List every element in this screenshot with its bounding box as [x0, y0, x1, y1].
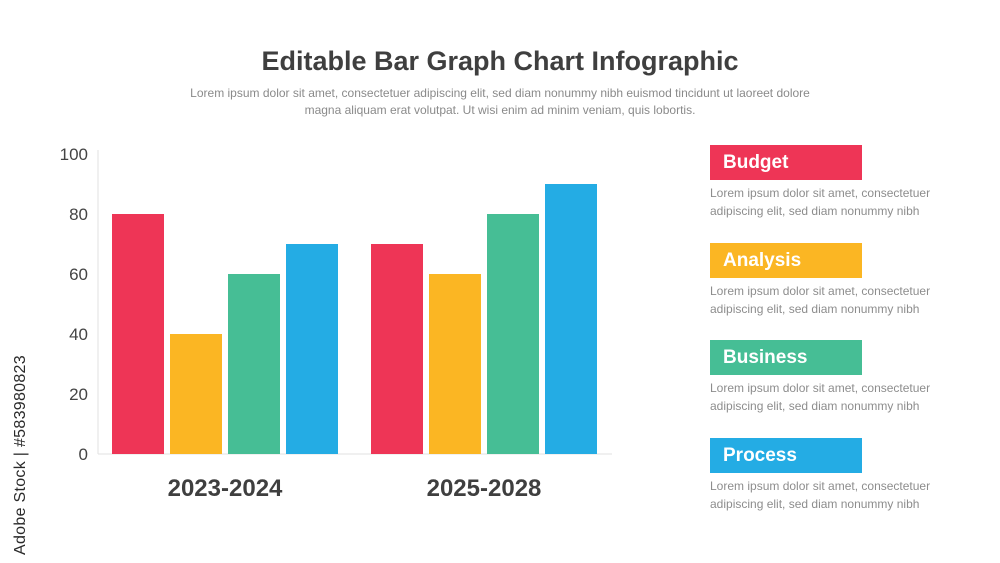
legend-description: Lorem ipsum dolor sit amet, consectetuer…	[710, 381, 931, 413]
y-axis: 0 20 40 60 80 100	[60, 145, 612, 464]
bar-analysis-2025-2028	[429, 274, 481, 454]
chart-title: Editable Bar Graph Chart Infographic	[261, 46, 739, 76]
legend-description: Lorem ipsum dolor sit amet, consectetuer…	[710, 284, 931, 316]
y-tick-label: 100	[60, 145, 88, 164]
bar-process-2025-2028	[545, 184, 597, 454]
bar-budget-2023-2024	[112, 214, 164, 454]
legend-item-business: Business Lorem ipsum dolor sit amet, con…	[710, 340, 960, 415]
y-tick-label: 0	[79, 445, 88, 464]
bar-analysis-2023-2024	[170, 334, 222, 454]
legend-item-process: Process Lorem ipsum dolor sit amet, cons…	[710, 438, 960, 513]
legend-description: Lorem ipsum dolor sit amet, consectetuer…	[710, 479, 931, 511]
x-category-label: 2023-2024	[168, 475, 283, 502]
bar-business-2025-2028	[487, 214, 539, 454]
legend-description: Lorem ipsum dolor sit amet, consectetuer…	[710, 186, 931, 218]
stock-watermark: Adobe Stock | #583980823	[12, 355, 29, 555]
bar-series	[112, 184, 597, 454]
y-tick-label: 20	[69, 385, 88, 404]
bar-process-2023-2024	[286, 244, 338, 454]
bar-budget-2025-2028	[371, 244, 423, 454]
legend-item-analysis: Analysis Lorem ipsum dolor sit amet, con…	[710, 243, 960, 318]
x-category-label: 2025-2028	[427, 475, 542, 502]
legend-item-budget: Budget Lorem ipsum dolor sit amet, conse…	[710, 145, 960, 220]
y-tick-label: 40	[69, 325, 88, 344]
bar-business-2023-2024	[228, 274, 280, 454]
x-axis-labels: 2023-2024 2025-2028	[168, 475, 542, 502]
legend-label-analysis: Analysis	[710, 243, 862, 278]
y-tick-label: 60	[69, 265, 88, 284]
y-tick-label: 80	[69, 205, 88, 224]
chart-subtitle: Lorem ipsum dolor sit amet, consectetuer…	[190, 86, 810, 117]
bar-chart: 0 20 40 60 80 100 2023-2024 2025-2028	[60, 145, 612, 502]
legend-label-business: Business	[710, 340, 862, 375]
legend-label-budget: Budget	[710, 145, 862, 180]
legend-label-process: Process	[710, 438, 862, 473]
